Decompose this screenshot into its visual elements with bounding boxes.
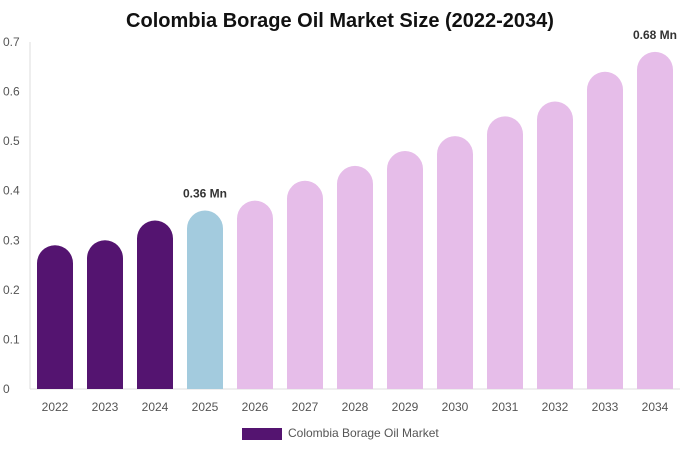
bar-2031[interactable] xyxy=(487,116,523,389)
x-tick-label: 2025 xyxy=(192,400,219,414)
bar-2030[interactable] xyxy=(437,136,473,389)
x-tick-label: 2022 xyxy=(42,400,69,414)
x-tick-label: 2029 xyxy=(392,400,419,414)
bars xyxy=(37,51,673,390)
bar-2029[interactable] xyxy=(387,151,423,389)
y-tick-label: 0.6 xyxy=(3,85,20,99)
x-tick-label: 2030 xyxy=(442,400,469,414)
y-tick-label: 0.4 xyxy=(3,184,20,198)
x-tick-label: 2034 xyxy=(642,400,669,414)
x-axis: 2022 2023 2024 2025 2026 2027 2028 2029 2030 2031… xyxy=(42,400,669,414)
data-label: 0.36 Mn xyxy=(183,187,227,201)
legend-swatch xyxy=(242,428,282,440)
bar-2026[interactable] xyxy=(237,200,273,389)
legend[interactable]: Colombia Borage Oil Market xyxy=(242,426,439,440)
bar-2028[interactable] xyxy=(337,165,373,389)
x-tick-label: 2028 xyxy=(342,400,369,414)
y-axis: 0 0.1 0.2 0.3 0.4 0.5 0.6 0.7 xyxy=(3,35,31,396)
bar-2022[interactable] xyxy=(37,245,73,389)
x-tick-label: 2026 xyxy=(242,400,269,414)
x-tick-label: 2031 xyxy=(492,400,519,414)
bar-2033[interactable] xyxy=(587,71,623,389)
y-tick-label: 0.5 xyxy=(3,134,20,148)
bar-2023[interactable] xyxy=(87,240,123,389)
x-tick-label: 2023 xyxy=(92,400,119,414)
data-label: 0.68 Mn xyxy=(633,28,677,42)
x-tick-label: 2033 xyxy=(592,400,619,414)
y-tick-label: 0.7 xyxy=(3,35,20,49)
x-tick-label: 2027 xyxy=(292,400,319,414)
bar-2034[interactable] xyxy=(637,51,673,390)
x-tick-label: 2024 xyxy=(142,400,169,414)
y-tick-label: 0.1 xyxy=(3,332,20,346)
bar-2027[interactable] xyxy=(287,180,323,389)
data-labels: 0.36 Mn 0.68 Mn xyxy=(183,28,677,201)
y-tick-label: 0 xyxy=(3,382,10,396)
legend-label: Colombia Borage Oil Market xyxy=(288,426,439,440)
x-tick-label: 2032 xyxy=(542,400,569,414)
bar-2024[interactable] xyxy=(137,220,173,389)
bar-2025[interactable] xyxy=(187,210,223,389)
y-tick-label: 0.3 xyxy=(3,233,20,247)
bar-2032[interactable] xyxy=(537,101,573,389)
chart-title: Colombia Borage Oil Market Size (2022-20… xyxy=(126,10,554,32)
y-tick-label: 0.2 xyxy=(3,283,20,297)
